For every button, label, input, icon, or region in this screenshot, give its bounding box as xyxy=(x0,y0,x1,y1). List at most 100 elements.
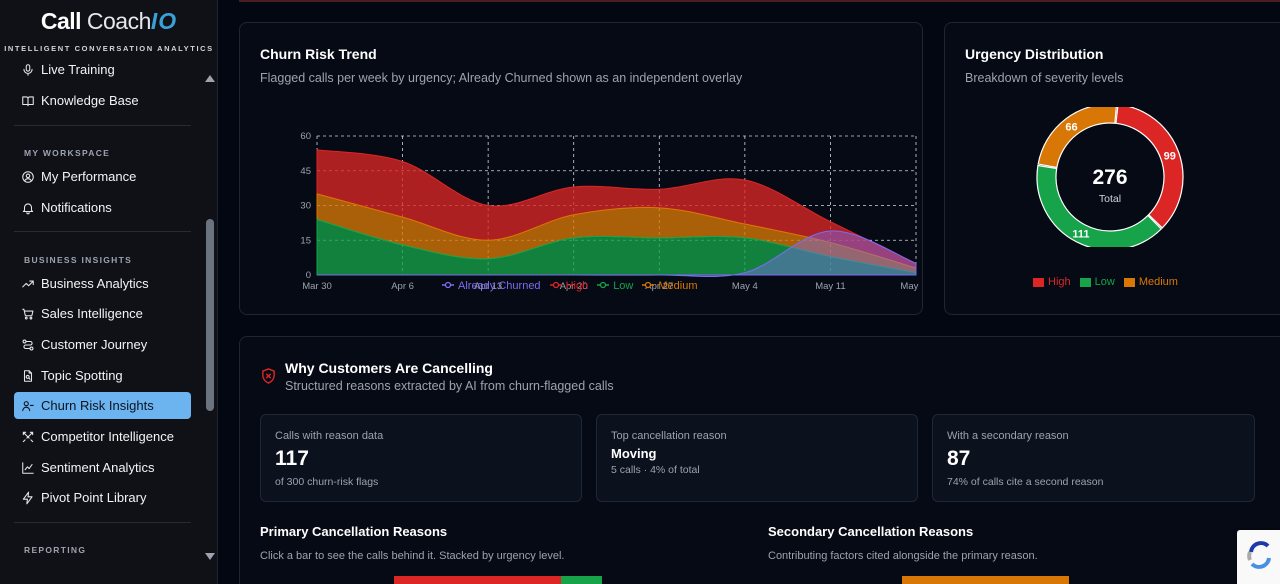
legend-marker-icon xyxy=(597,280,610,292)
user-minus-icon xyxy=(20,398,35,413)
sidebar-item-competitor-intelligence[interactable]: Competitor Intelligence xyxy=(14,423,191,450)
sidebar-item-topic-spotting[interactable]: Topic Spotting xyxy=(14,362,191,389)
zap-icon xyxy=(20,490,35,505)
section-label-my-workspace: MY WORKSPACE xyxy=(24,148,111,158)
legend-swatch xyxy=(1123,277,1135,287)
stat-value: 87 xyxy=(947,447,971,470)
sidebar-item-live-training[interactable]: Live Training xyxy=(14,56,191,83)
legend-item-high[interactable]: High xyxy=(1033,276,1071,288)
legend-marker-icon xyxy=(549,280,562,292)
churn-trend-title: Churn Risk Trend xyxy=(260,46,377,62)
secondary-bar-medium[interactable] xyxy=(902,576,1069,584)
churn-trend-card: Churn Risk Trend Flagged calls per week … xyxy=(239,22,923,315)
why-subtitle: Structured reasons extracted by AI from … xyxy=(285,379,614,393)
cart-icon xyxy=(20,306,35,321)
sidebar-item-pivot-point-library[interactable]: Pivot Point Library xyxy=(14,484,191,511)
sidebar-item-label: Customer Journey xyxy=(41,337,148,352)
legend-label: Low xyxy=(613,280,634,292)
stat-note: 74% of calls cite a second reason xyxy=(947,476,1104,488)
scroll-up-arrow-icon[interactable] xyxy=(205,75,215,82)
brand-logo[interactable]: Call CoachIO INTELLIGENT CONVERSATION AN… xyxy=(0,0,217,62)
donut-slice-label: 99 xyxy=(1164,151,1176,163)
stat-label: Calls with reason data xyxy=(275,430,384,442)
user-circle-icon xyxy=(20,169,35,184)
sidebar-item-sentiment-analytics[interactable]: Sentiment Analytics xyxy=(14,454,191,481)
why-title: Why Customers Are Cancelling xyxy=(285,360,493,376)
legend-label: Medium xyxy=(1138,276,1178,288)
bell-icon xyxy=(20,200,35,215)
brand-part-call: Call xyxy=(40,8,82,34)
y-tick-label: 60 xyxy=(300,131,311,142)
scroll-thumb[interactable] xyxy=(206,219,214,411)
legend-swatch xyxy=(1079,277,1091,287)
churn-trend-legend: Already Churned High Low Medium xyxy=(442,280,707,292)
urgency-card: Urgency Distribution Breakdown of severi… xyxy=(944,22,1280,315)
sidebar-item-label: Churn Risk Insights xyxy=(41,398,154,413)
sidebar-item-my-performance[interactable]: My Performance xyxy=(14,163,191,190)
brand-subtitle: INTELLIGENT CONVERSATION ANALYTICS xyxy=(4,44,214,53)
top-card-edge xyxy=(239,0,1280,2)
legend-item-low[interactable]: Low xyxy=(597,280,633,292)
sidebar-item-customer-journey[interactable]: Customer Journey xyxy=(14,331,191,358)
legend-swatch xyxy=(1033,277,1044,287)
x-tick-label: Apr 27 xyxy=(645,281,673,292)
primary-reasons-title: Primary Cancellation Reasons xyxy=(260,524,448,539)
recaptcha-icon xyxy=(1247,541,1271,569)
legend-item-medium[interactable]: Medium xyxy=(1123,276,1178,288)
donut-slice-label: 111 xyxy=(1072,228,1089,240)
urgency-title: Urgency Distribution xyxy=(965,46,1104,62)
y-tick-label: 15 xyxy=(300,235,311,246)
x-tick-label: Mar 30 xyxy=(302,281,332,292)
document-search-icon xyxy=(20,368,35,383)
donut-slice-high[interactable] xyxy=(1115,107,1184,229)
primary-bar-low[interactable] xyxy=(561,576,602,584)
stat-value: 117 xyxy=(275,447,309,470)
sidebar-item-label: Sales Intelligence xyxy=(41,306,143,321)
sidebar-item-business-analytics[interactable]: Business Analytics xyxy=(14,270,191,297)
sidebar-item-notifications[interactable]: Notifications xyxy=(14,194,191,221)
legend-item-high[interactable]: High xyxy=(549,280,588,292)
x-tick-label: May 4 xyxy=(732,281,758,292)
sidebar-item-sales-intelligence[interactable]: Sales Intelligence xyxy=(14,300,191,327)
sidebar-item-churn-risk-insights[interactable]: Churn Risk Insights xyxy=(14,392,191,419)
donut-total-value: 276 xyxy=(1092,166,1127,189)
primary-bar-high[interactable] xyxy=(394,576,561,584)
route-icon xyxy=(20,337,35,352)
legend-label: High xyxy=(1048,276,1071,288)
scroll-down-arrow-icon[interactable] xyxy=(205,553,215,560)
stat-label: Top cancellation reason xyxy=(611,430,727,442)
secondary-reasons-subtitle: Contributing factors cited alongside the… xyxy=(768,550,1038,562)
sidebar: Live Training Knowledge Base MY WORKSPAC… xyxy=(0,0,218,584)
sidebar-item-label: Business Analytics xyxy=(41,276,149,291)
legend-item-already-churned[interactable]: Already Churned xyxy=(442,280,541,292)
sidebar-item-knowledge-base[interactable]: Knowledge Base xyxy=(14,87,191,114)
sidebar-divider xyxy=(14,125,191,126)
brand-part-coach: Coach xyxy=(86,8,151,34)
sidebar-item-label: Live Training xyxy=(41,62,115,77)
recaptcha-badge[interactable] xyxy=(1237,530,1280,584)
sidebar-nav: Live Training Knowledge Base MY WORKSPAC… xyxy=(0,0,205,584)
area-series-already-churned[interactable] xyxy=(316,230,917,278)
section-label-reporting: REPORTING xyxy=(24,545,87,555)
churn-trend-chart[interactable]: 0 15 30 45 60 Mar 30 Apr 6 Apr 13 Apr 20 Apr 27 Ma… xyxy=(240,73,920,313)
legend-item-medium[interactable]: Medium xyxy=(642,280,698,292)
secondary-reasons-title: Secondary Cancellation Reasons xyxy=(768,524,974,539)
y-tick-label: 0 xyxy=(306,270,311,281)
donut-slices: 99 111 66 xyxy=(1036,107,1184,247)
donut-slice-low[interactable] xyxy=(1036,164,1163,247)
sidebar-divider xyxy=(14,522,191,523)
legend-label: Medium xyxy=(658,280,698,292)
x-tick-label: Apr 20 xyxy=(560,281,588,292)
brand-title: Call CoachIO xyxy=(0,8,217,35)
sidebar-scrollbar[interactable] xyxy=(204,72,217,562)
y-tick-label: 30 xyxy=(300,201,311,212)
y-tick-label: 45 xyxy=(300,166,311,177)
urgency-subtitle: Breakdown of severity levels xyxy=(965,71,1124,85)
urgency-donut-chart[interactable]: 99 111 66 276 Total xyxy=(1010,107,1210,247)
sidebar-item-label: Knowledge Base xyxy=(41,93,139,108)
x-tick-label: Apr 13 xyxy=(474,281,502,292)
donut-slice-medium[interactable] xyxy=(1037,107,1117,169)
legend-item-low[interactable]: Low xyxy=(1079,276,1115,288)
stat-calls-with-reason: Calls with reason data 117 of 300 churn-… xyxy=(260,414,582,502)
mic-icon xyxy=(20,62,35,77)
